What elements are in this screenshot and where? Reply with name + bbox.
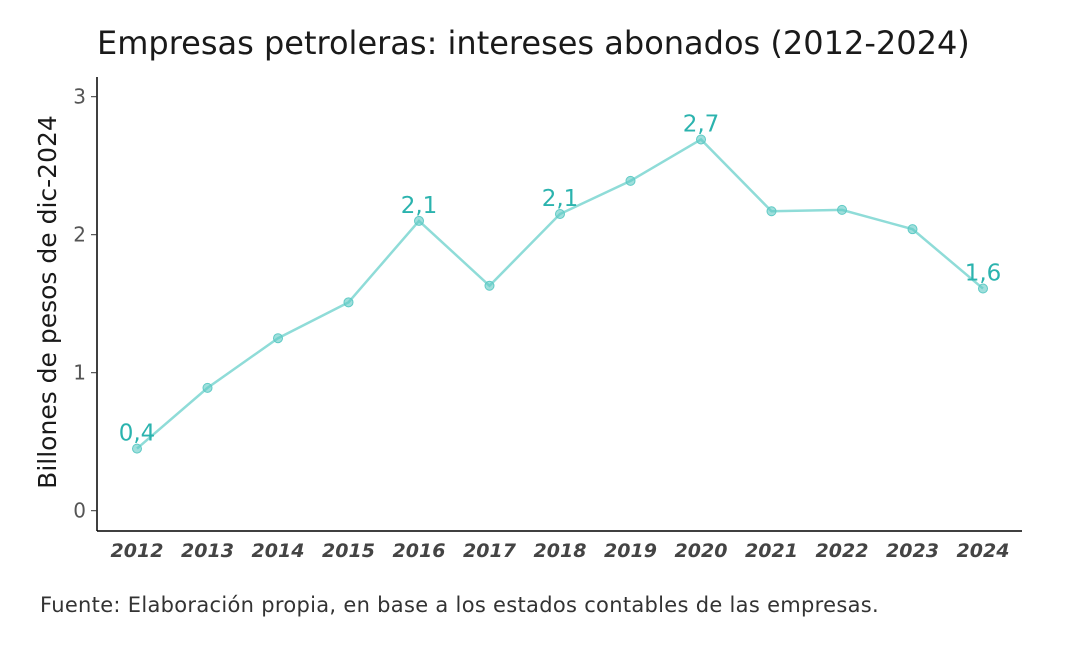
- data-point: [202, 382, 213, 393]
- data-point: [696, 134, 706, 145]
- y-tick-label: 2: [73, 223, 86, 247]
- y-axis-label: Billones de pesos de dic-2024: [33, 115, 62, 489]
- chart-title: Empresas petroleras: intereses abonados …: [97, 24, 970, 62]
- x-tick-label: 2023: [886, 540, 939, 562]
- data-point: [625, 175, 636, 186]
- data-label: 1,6: [965, 261, 1002, 287]
- x-tick-label: 2015: [322, 540, 375, 562]
- x-tick-label: 2013: [181, 540, 234, 562]
- data-label: 2,7: [683, 111, 720, 137]
- x-tick-label: 2024: [957, 540, 1010, 562]
- x-tick-label: 2012: [111, 540, 164, 562]
- y-tick-label: 1: [73, 361, 86, 385]
- y-tick-label: 3: [73, 85, 86, 109]
- data-label: 0,4: [119, 421, 156, 447]
- data-point: [555, 209, 565, 219]
- x-tick-label: 2017: [463, 540, 517, 562]
- data-point: [414, 215, 424, 226]
- x-tick-label: 2020: [675, 540, 728, 562]
- y-tick-label: 0: [73, 499, 86, 523]
- data-point: [484, 280, 495, 291]
- x-tick-label: 2019: [604, 540, 657, 562]
- data-point: [907, 224, 918, 235]
- data-point: [766, 206, 777, 217]
- data-point: [132, 443, 142, 454]
- x-tick-label: 2016: [393, 540, 446, 562]
- data-point: [978, 283, 988, 294]
- data-point: [273, 333, 283, 344]
- data-label: 2,1: [401, 193, 438, 219]
- data-point: [837, 204, 847, 215]
- source-note: Fuente: Elaboración propia, en base a lo…: [40, 593, 879, 617]
- data-point: [343, 297, 354, 308]
- x-tick-label: 2018: [534, 540, 587, 562]
- x-tick-label: 2014: [252, 540, 305, 562]
- x-tick-label: 2022: [816, 540, 869, 562]
- data-label: 2,1: [542, 186, 579, 212]
- x-tick-label: 2021: [745, 540, 798, 562]
